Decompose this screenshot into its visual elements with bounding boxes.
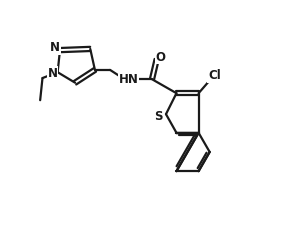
Text: Cl: Cl xyxy=(208,69,221,82)
Text: O: O xyxy=(156,51,166,64)
Text: S: S xyxy=(154,110,163,123)
Text: HN: HN xyxy=(119,73,139,86)
Text: N: N xyxy=(47,67,57,80)
Text: N: N xyxy=(50,41,60,54)
